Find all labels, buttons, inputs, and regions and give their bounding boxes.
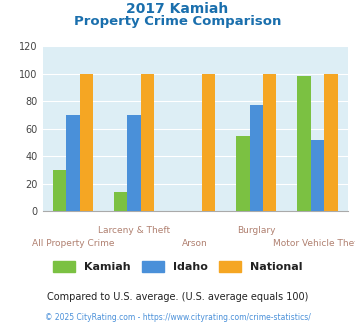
Bar <box>114 192 127 211</box>
Text: © 2025 CityRating.com - https://www.cityrating.com/crime-statistics/: © 2025 CityRating.com - https://www.city… <box>45 314 310 322</box>
Bar <box>53 170 66 211</box>
Text: Burglary: Burglary <box>237 226 275 235</box>
Text: Property Crime Comparison: Property Crime Comparison <box>74 15 281 28</box>
Bar <box>80 74 93 211</box>
Bar <box>250 105 263 211</box>
Bar <box>324 74 338 211</box>
Text: Arson: Arson <box>182 239 208 248</box>
Text: Larceny & Theft: Larceny & Theft <box>98 226 170 235</box>
Bar <box>66 115 80 211</box>
Bar <box>141 74 154 211</box>
Text: 2017 Kamiah: 2017 Kamiah <box>126 2 229 16</box>
Text: Compared to U.S. average. (U.S. average equals 100): Compared to U.S. average. (U.S. average … <box>47 292 308 302</box>
Text: All Property Crime: All Property Crime <box>32 239 114 248</box>
Bar <box>127 115 141 211</box>
Bar <box>311 140 324 211</box>
Legend: Kamiah, Idaho, National: Kamiah, Idaho, National <box>49 258 306 276</box>
Text: Motor Vehicle Theft: Motor Vehicle Theft <box>273 239 355 248</box>
Bar <box>297 77 311 211</box>
Bar <box>202 74 215 211</box>
Bar <box>263 74 277 211</box>
Bar <box>236 136 250 211</box>
